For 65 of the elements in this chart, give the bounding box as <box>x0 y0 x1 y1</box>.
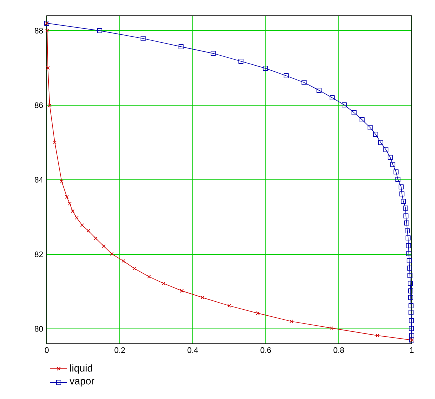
point <box>406 258 412 264</box>
point <box>80 224 84 228</box>
point <box>60 180 64 184</box>
point <box>401 199 406 204</box>
point <box>238 58 244 64</box>
point <box>407 266 412 271</box>
point <box>378 140 384 146</box>
point <box>290 320 294 324</box>
point <box>388 155 393 160</box>
point <box>94 236 98 240</box>
point <box>86 229 90 233</box>
point <box>410 333 414 338</box>
point <box>132 266 136 271</box>
point <box>302 80 307 86</box>
point <box>404 214 409 219</box>
point <box>376 334 380 338</box>
point <box>368 125 373 130</box>
point <box>263 66 268 72</box>
point <box>97 28 102 34</box>
point <box>408 273 413 278</box>
point <box>53 140 57 145</box>
point <box>201 296 205 300</box>
point <box>46 66 50 70</box>
point <box>384 147 389 152</box>
point <box>408 281 414 286</box>
point <box>352 110 357 116</box>
point <box>394 170 399 175</box>
point <box>342 102 347 108</box>
point <box>373 132 378 138</box>
point <box>330 326 334 330</box>
point <box>408 310 414 316</box>
point <box>75 216 79 220</box>
point <box>409 326 414 332</box>
point <box>162 282 166 286</box>
point <box>390 162 396 168</box>
point <box>284 74 289 79</box>
point <box>147 275 152 279</box>
point <box>408 303 414 308</box>
point <box>405 228 410 234</box>
point <box>408 295 414 300</box>
point <box>330 96 335 100</box>
point <box>122 259 126 264</box>
point <box>210 51 216 56</box>
point <box>110 252 114 256</box>
point <box>396 177 401 182</box>
point <box>71 209 75 214</box>
point <box>178 44 184 50</box>
legend-label: vapor <box>70 379 95 387</box>
point <box>68 202 72 206</box>
point <box>406 236 411 241</box>
point <box>140 36 146 42</box>
point <box>403 206 408 211</box>
point <box>404 220 410 226</box>
point <box>408 288 414 294</box>
point <box>360 118 365 122</box>
point <box>316 88 322 94</box>
point <box>256 312 260 316</box>
point <box>409 318 414 324</box>
point <box>102 244 106 248</box>
point <box>406 251 412 256</box>
point <box>65 195 69 199</box>
point <box>398 184 404 190</box>
point <box>406 243 412 248</box>
legend-label: liquid <box>70 364 92 374</box>
point <box>400 192 405 197</box>
